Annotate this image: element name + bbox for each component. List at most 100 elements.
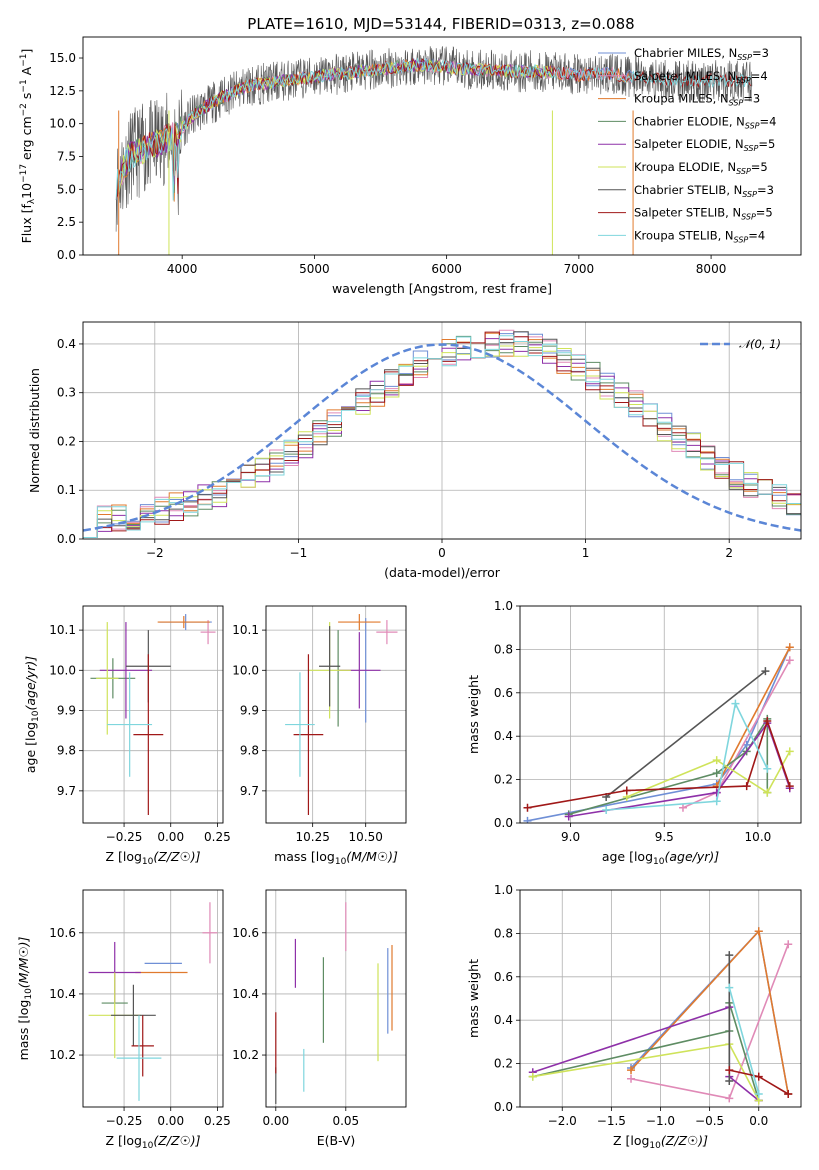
y-axis-label: age [log10(age/yr)]: [23, 656, 41, 773]
label-part: (Z/Z☉)]: [153, 1133, 200, 1148]
label-sub: 10: [142, 857, 154, 867]
y-tick-label: 0.8: [494, 926, 513, 940]
spectrum-line-kroupa-elodie: [118, 59, 553, 195]
x-tick-label: 8000: [696, 262, 727, 276]
weight-point: [725, 1076, 734, 1085]
weight-point: [712, 769, 721, 778]
y-tick-label: 0.4: [494, 729, 513, 743]
legend-entry: Chabrier ELODIE, NSSP=4: [634, 114, 776, 130]
label-part: s: [19, 93, 34, 104]
axes-frame: [82, 36, 802, 256]
axes-frame: [265, 889, 407, 1108]
label-sub: 10: [31, 710, 41, 722]
legend-text: =5: [758, 137, 775, 151]
label-part: mass [log: [274, 849, 335, 864]
label-part: (Z/Z☉)]: [153, 849, 200, 864]
y-tick-label: 15.0: [49, 51, 76, 65]
label-sub: 10: [142, 1141, 154, 1151]
y-tick-label: 9.9: [57, 703, 76, 717]
weight-point: [523, 816, 532, 823]
weight-point: [725, 1066, 734, 1075]
legend-text: Chabrier ELODIE, N: [634, 114, 745, 128]
weight-point: [712, 756, 721, 765]
legend-entry: Kroupa STELIB, NSSP=4: [634, 228, 765, 244]
x-tick-label: −1.0: [646, 1114, 675, 1128]
plot-area-weight-vs-age: [523, 643, 794, 823]
x-tick-label: 0.0: [749, 1114, 768, 1128]
legend-sub: SSP: [745, 121, 760, 130]
x-tick-label: 0.05: [332, 1114, 359, 1128]
weight-point: [754, 1089, 763, 1098]
label-part: −1: [19, 54, 29, 67]
label-part: age [log: [602, 849, 653, 864]
x-tick-label: 4000: [167, 262, 198, 276]
weight-point: [754, 927, 763, 936]
x-tick-label: 6000: [431, 262, 462, 276]
panel-mass-vs-EBV: 0.00 0.05 10.2 10.4 10.6 E(B-V): [232, 889, 407, 1148]
legend-sub: SSP: [741, 213, 756, 222]
y-tick-label: 0.6: [494, 686, 513, 700]
x-tick-label: 0.25: [204, 1114, 231, 1128]
panel-age-vs-Z: −0.25 0.00 0.259.79.89.910.010.1Z [log10(Z…: [23, 605, 231, 867]
y-tick-label: 0.0: [494, 816, 513, 830]
weight-line-kroupa-stelib: [728, 987, 760, 1095]
label-part: Z [log: [613, 1133, 649, 1148]
y-tick-label: 0.0: [57, 532, 76, 546]
plot-layer: 4000 5000 6000 7000 80000.02.55.07.510.012.5…: [16, 36, 802, 1151]
axes-frame: [265, 605, 407, 824]
x-tick-label: −0.5: [695, 1114, 724, 1128]
weight-point: [725, 983, 734, 992]
x-tick-label: 0.00: [157, 1114, 184, 1128]
y-tick-label: 10.0: [49, 117, 76, 131]
y-tick-label: 9.7: [240, 784, 259, 798]
y-tick-label: 2.5: [57, 215, 76, 229]
label-part: Flux [f: [19, 204, 34, 244]
y-tick-label: 10.0: [49, 663, 76, 677]
y-tick-label: 1.0: [494, 883, 513, 897]
weight-point: [602, 805, 611, 814]
legend-sub: SSP: [742, 190, 757, 199]
legend-entry: Chabrier STELIB, NSSP=3: [634, 183, 774, 199]
x-tick-label: 0.25: [204, 830, 231, 844]
legend-text: =3: [757, 183, 774, 197]
label-part: erg cm: [19, 116, 34, 164]
gaussian-curve: [83, 343, 801, 532]
y-tick-label: 10.4: [232, 987, 259, 1001]
weight-point: [784, 1089, 793, 1098]
axes-frame: [82, 889, 224, 1108]
weight-point: [784, 940, 793, 949]
axes-frame: [82, 605, 224, 824]
weight-point: [785, 656, 794, 665]
x-tick-label: 0: [438, 546, 446, 560]
label-part: (age/yr)]: [23, 656, 38, 711]
x-tick-label: 10.0: [745, 830, 772, 844]
y-tick-label: 10.4: [49, 987, 76, 1001]
plot-area-mass-vs-Z: [88, 902, 218, 1101]
weight-point: [564, 812, 573, 821]
weight-point: [627, 1074, 636, 1083]
panel-residuals: −2 −1 0 1 2 0.0 0.1 0.2 0.3 0.4 𝒩(0, 1) (data-model…: [27, 321, 802, 580]
weight-point: [742, 782, 751, 791]
weight-point: [754, 1072, 763, 1081]
plot-area-mass-vs-EBV: [275, 902, 393, 1104]
x-tick-label: 9.5: [655, 830, 674, 844]
legend-entry: Kroupa MILES, NSSP=3: [634, 92, 760, 108]
plot-area-age-vs-Z: [90, 614, 216, 815]
x-axis-label: mass [log10(M/M☉)]: [274, 849, 398, 867]
label-part: −2: [19, 103, 29, 116]
weight-point: [761, 667, 770, 676]
weight-line-salpeter-elodie: [568, 721, 791, 818]
weight-point: [725, 951, 734, 960]
legend-sub: SSP: [737, 53, 752, 62]
legend-entry: Salpeter STELIB, NSSP=5: [634, 206, 773, 222]
y-tick-label: 0.8: [494, 642, 513, 656]
panel-weight-vs-age: 9.0 9.5 10.0 0.0 0.2 0.4 0.6 0.8 1.0 age [log10(a…: [466, 599, 802, 867]
plot-area-age-vs-mass: [285, 614, 398, 815]
y-tick-label: 10.6: [232, 926, 259, 940]
label-part: −17: [19, 164, 29, 183]
legend-text: Salpeter MILES, N: [634, 69, 736, 83]
label-part: age [log: [23, 722, 38, 773]
label-part: A: [19, 66, 34, 79]
legend-entry: Salpeter MILES, NSSP=4: [634, 69, 768, 85]
